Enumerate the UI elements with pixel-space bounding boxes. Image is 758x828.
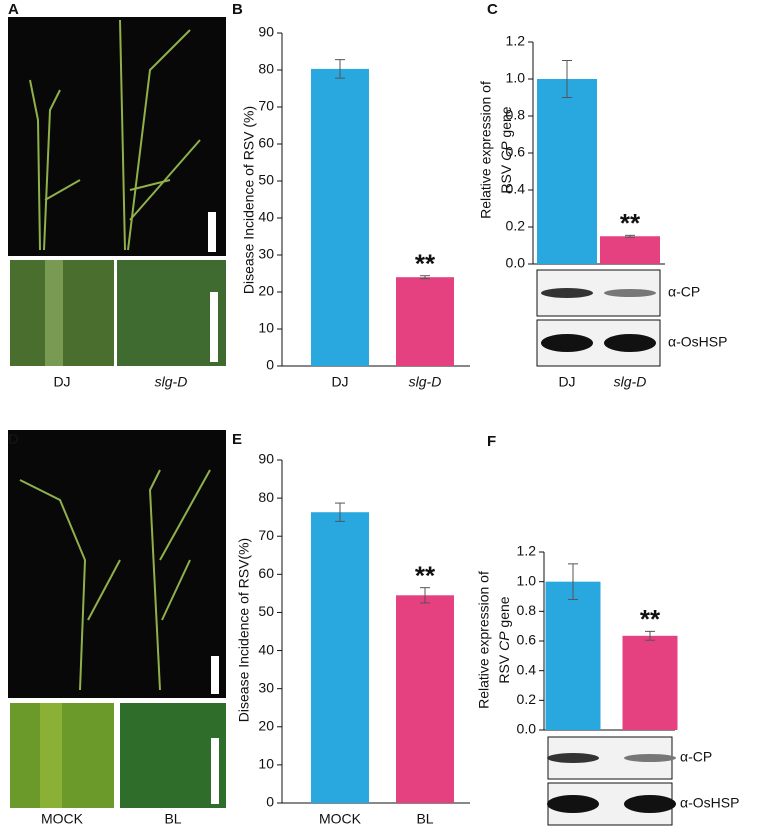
bar xyxy=(545,581,601,730)
y-tick-label: 0.8 xyxy=(506,107,526,123)
y-axis-label-part: RSV xyxy=(498,161,514,194)
panel-letter: F xyxy=(487,433,496,450)
panel-letter: E xyxy=(232,431,242,448)
blot-band xyxy=(624,795,676,813)
y-tick-label: 0.0 xyxy=(517,721,537,737)
y-axis-label-part: CP xyxy=(498,141,514,161)
y-tick-label: 0.6 xyxy=(506,144,526,160)
y-tick-label: 40 xyxy=(258,641,274,657)
x-tick-label: MOCK xyxy=(319,811,362,827)
y-tick-label: 0.2 xyxy=(506,218,526,234)
y-axis-label: RSV CP gene xyxy=(498,106,514,193)
x-tick-label: slg-D xyxy=(409,374,442,390)
blot-label: α-CP xyxy=(668,284,700,300)
bar xyxy=(311,512,369,803)
bar xyxy=(600,236,660,264)
error-bar xyxy=(568,563,578,600)
bar xyxy=(622,635,678,730)
y-tick-label: 80 xyxy=(258,61,274,77)
photo-label: slg-D xyxy=(155,374,188,390)
x-tick-label: DJ xyxy=(331,374,348,390)
y-tick-label: 1.2 xyxy=(517,543,537,559)
bar xyxy=(396,277,454,366)
panel-letter: D xyxy=(8,431,19,448)
photo-label: DJ xyxy=(53,374,70,390)
significance: ** xyxy=(640,604,661,634)
blot-label: α-CP xyxy=(680,749,712,765)
photo-a xyxy=(8,17,226,366)
blot-band xyxy=(541,334,593,352)
blot-band xyxy=(624,754,676,762)
y-tick-label: 90 xyxy=(258,451,274,467)
x-tick-label: BL xyxy=(416,811,433,827)
y-tick-label: 0.6 xyxy=(517,632,537,648)
blot-band xyxy=(604,289,656,297)
y-tick-label: 1.2 xyxy=(506,33,526,49)
y-tick-label: 30 xyxy=(258,679,274,695)
y-tick-label: 40 xyxy=(258,209,274,225)
y-tick-label: 10 xyxy=(258,320,274,336)
y-tick-label: 60 xyxy=(258,135,274,151)
error-bar xyxy=(645,630,655,641)
error-bar xyxy=(420,275,430,280)
y-tick-label: 50 xyxy=(258,603,274,619)
y-tick-label: 70 xyxy=(258,527,274,543)
y-tick-label: 1.0 xyxy=(517,572,537,588)
blot-band xyxy=(547,753,599,763)
photo-label: MOCK xyxy=(41,811,84,827)
y-axis-label: Relative expression of xyxy=(476,571,492,709)
significance: ** xyxy=(415,249,436,279)
error-bar xyxy=(335,59,345,79)
y-axis-label: Disease Incidence of RSV (%) xyxy=(241,106,257,294)
y-axis-label-part: RSV xyxy=(496,651,512,684)
y-axis-label-part: gene xyxy=(498,106,514,141)
blot-band xyxy=(547,795,599,813)
x-tick-label: slg-D xyxy=(614,374,647,390)
panel-letter: B xyxy=(232,1,243,18)
bar xyxy=(537,79,597,264)
photo-d xyxy=(8,430,226,808)
y-axis-label: Relative expression of xyxy=(478,81,494,219)
y-tick-label: 20 xyxy=(258,283,274,299)
y-axis-label-part: gene xyxy=(496,596,512,631)
significance: ** xyxy=(415,561,436,591)
y-tick-label: 0.2 xyxy=(517,691,537,707)
y-tick-label: 0.0 xyxy=(506,255,526,271)
y-tick-label: 90 xyxy=(258,24,274,40)
error-bar xyxy=(335,502,345,522)
significance: ** xyxy=(620,208,641,238)
y-tick-label: 70 xyxy=(258,98,274,114)
error-bar xyxy=(420,587,430,604)
y-tick-label: 0 xyxy=(266,794,274,810)
y-tick-label: 0.4 xyxy=(517,661,537,677)
y-axis-label: RSV CP gene xyxy=(496,596,512,683)
y-tick-label: 50 xyxy=(258,172,274,188)
error-bar xyxy=(562,60,572,98)
y-axis-label: Disease Incidence of RSV(%) xyxy=(236,538,252,722)
error-bar xyxy=(625,234,635,238)
blot-band xyxy=(604,334,656,352)
panel-letter: C xyxy=(487,1,498,18)
y-tick-label: 0.8 xyxy=(517,602,537,618)
x-tick-label: DJ xyxy=(558,374,575,390)
blot-band xyxy=(541,288,593,298)
y-axis-label-part: CP xyxy=(496,631,512,651)
blot-label: α-OsHSP xyxy=(680,795,739,811)
blot-label: α-OsHSP xyxy=(668,334,727,350)
y-tick-label: 60 xyxy=(258,565,274,581)
y-tick-label: 0 xyxy=(266,357,274,373)
bar xyxy=(311,68,369,366)
y-tick-label: 30 xyxy=(258,246,274,262)
photo-label: BL xyxy=(164,811,181,827)
y-tick-label: 1.0 xyxy=(506,70,526,86)
panel-letter: A xyxy=(8,1,19,18)
y-tick-label: 10 xyxy=(258,756,274,772)
bar xyxy=(396,595,454,803)
y-tick-label: 80 xyxy=(258,489,274,505)
y-tick-label: 0.4 xyxy=(506,181,526,197)
y-tick-label: 20 xyxy=(258,717,274,733)
